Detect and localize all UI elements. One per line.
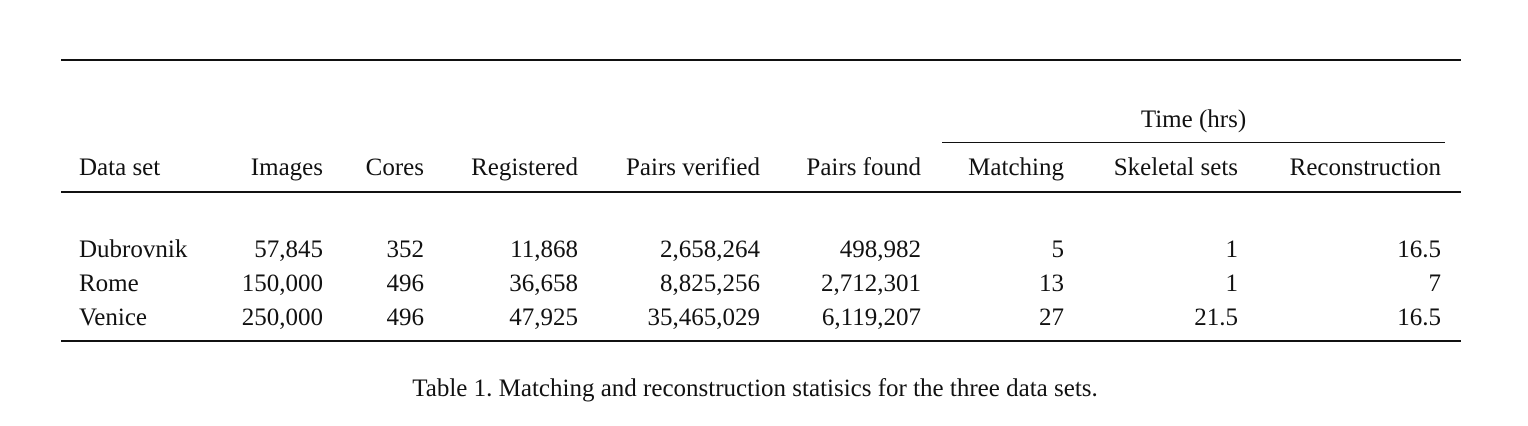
header-rule [61,191,1461,193]
table-cell: 11,868 [510,236,578,263]
column-header-images: Images [250,154,323,181]
table-cell: 7 [1428,270,1442,297]
table-cell: Rome [79,270,139,297]
table-cell: 36,658 [509,270,578,297]
table-cell: 150,000 [241,270,323,297]
table-cell: 21.5 [1194,304,1238,331]
table-cell: 16.5 [1397,236,1441,263]
table-cell: 1 [1225,236,1239,263]
table-cell: 2,658,264 [660,236,760,263]
table-cell: Dubrovnik [79,236,188,263]
table-cell: 250,000 [241,304,323,331]
table-cell: Venice [79,304,148,331]
table-cell: 498,982 [839,236,921,263]
column-header-pairs-found: Pairs found [806,154,921,181]
column-header-pairs-verified: Pairs verified [626,154,760,181]
table-cell: 57,845 [254,236,323,263]
time-group-header: Time (hrs) [1140,106,1247,133]
table-cell: 13 [1039,270,1064,297]
table-cell: 1 [1225,270,1239,297]
column-header-skeletal-sets: Skeletal sets [1113,154,1238,181]
table-cell: 352 [386,236,425,263]
table-cell: 2,712,301 [821,270,921,297]
time-group-rule [942,142,1445,144]
table-cell: 8,825,256 [660,270,760,297]
table-cell: 27 [1039,304,1064,331]
column-header-matching: Matching [968,154,1064,181]
column-header-cores: Cores [365,154,424,181]
table-cell: 47,925 [509,304,578,331]
table-cell: 6,119,207 [821,304,921,331]
table-cell: 35,465,029 [647,304,761,331]
table-cell: 496 [386,270,425,297]
table-top-rule [61,59,1461,61]
table-bottom-rule [61,340,1461,342]
table-cell: 5 [1051,236,1065,263]
column-header-data-set: Data set [79,154,161,181]
column-header-registered: Registered [471,154,578,181]
table-cell: 496 [386,304,425,331]
table-caption: Table 1. Matching and reconstruction sta… [412,375,1098,402]
column-header-reconstruction: Reconstruction [1289,154,1441,181]
table-cell: 16.5 [1397,304,1441,331]
